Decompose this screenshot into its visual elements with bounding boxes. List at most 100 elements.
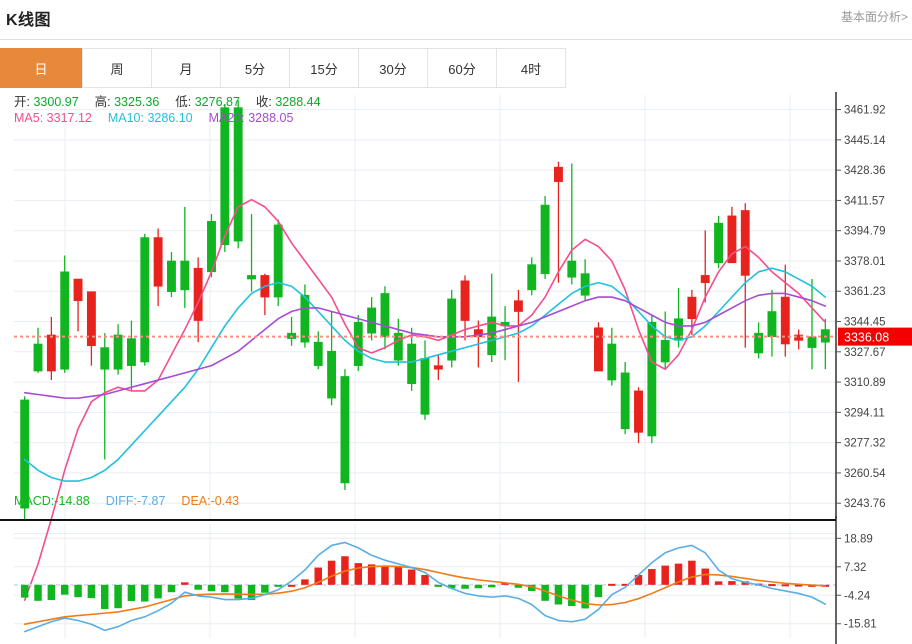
macd-bar — [20, 584, 29, 598]
price-axis-tick-label: 3411.57 — [844, 195, 885, 207]
price-axis-tick-label: 3260.54 — [844, 468, 886, 480]
macd-bar — [514, 584, 523, 588]
macd-bar — [674, 563, 683, 585]
macd-bar — [487, 584, 496, 588]
tab-4[interactable]: 5分 — [220, 48, 290, 88]
candle — [700, 275, 710, 283]
macd-bar — [367, 564, 376, 585]
macd-bar — [314, 567, 322, 585]
tab-6[interactable]: 30分 — [358, 48, 428, 88]
tab-2[interactable]: 周 — [82, 48, 152, 88]
tab-7[interactable]: 60分 — [427, 48, 497, 88]
kline-chart[interactable]: 3461.92 3445.14 3428.36 3411.57 3394.79 3378.… — [0, 92, 912, 644]
macd-bar — [234, 584, 242, 599]
macd-bar — [474, 584, 483, 589]
tab-label: 5分 — [244, 61, 266, 77]
tab-label: 60分 — [448, 61, 476, 77]
macd-bar — [661, 565, 669, 585]
macd-bar — [181, 582, 189, 585]
chart-container[interactable]: 3461.92 3445.14 3428.36 3411.57 3394.79 3378.… — [0, 92, 912, 644]
candle — [367, 307, 377, 334]
candle — [594, 327, 603, 372]
tab-3[interactable]: 月 — [151, 48, 221, 88]
macd-bar — [714, 581, 723, 585]
candle — [554, 166, 563, 182]
macd-bar — [648, 569, 656, 585]
macd-bar — [381, 565, 389, 585]
macd-bar — [608, 583, 616, 586]
price-axis-tick-label: 3243.76 — [844, 498, 886, 510]
candle — [714, 222, 724, 264]
candle — [420, 358, 430, 415]
candle — [540, 204, 550, 274]
candle — [634, 390, 643, 433]
tab-5[interactable]: 15分 — [289, 48, 359, 88]
candle — [620, 372, 630, 430]
candle — [767, 311, 777, 338]
candle — [460, 280, 470, 321]
candle — [247, 275, 256, 280]
period-tab-bar: 日 周 月 5分 15分 30分 60分 4时 — [0, 48, 912, 88]
candle — [340, 376, 350, 484]
diff-label: DIFF: — [105, 494, 137, 508]
macd-bar — [47, 584, 56, 601]
macd-bar — [207, 584, 216, 592]
macd-bar — [101, 584, 109, 609]
macd-bar — [221, 584, 229, 593]
macd-bar — [528, 584, 536, 591]
price-axis-tick-label: 3428.36 — [844, 165, 886, 177]
macd-bar — [87, 584, 96, 599]
macd-bar — [301, 579, 309, 585]
candle — [167, 260, 176, 292]
diff-value: -7.87 — [136, 494, 166, 508]
candle — [660, 340, 670, 363]
macd-bar — [421, 574, 429, 585]
candle — [407, 343, 417, 384]
candle — [607, 343, 617, 381]
tab-1[interactable]: 日 — [0, 48, 83, 88]
macd-bar — [447, 584, 456, 589]
candle — [433, 365, 443, 370]
macd-bar — [434, 584, 443, 587]
macd-bar — [701, 568, 709, 585]
macd-bar — [407, 569, 416, 585]
candle — [46, 334, 56, 372]
macd-bar — [728, 581, 736, 585]
candle — [153, 237, 163, 287]
candle — [727, 215, 737, 264]
price-axis-tick-label: 3378.01 — [844, 256, 886, 268]
page-header: K线图 基本面分析> — [0, 0, 912, 40]
macd-bar — [354, 563, 363, 585]
candle — [20, 399, 30, 509]
tab-label: 15分 — [310, 61, 338, 77]
macd-bar — [501, 582, 509, 585]
macd-label: MACD: — [14, 494, 55, 508]
fundamental-analysis-link[interactable]: 基本面分析> — [840, 10, 908, 24]
macd-bar — [274, 584, 282, 587]
macd-bar — [768, 584, 776, 587]
macd-bar — [60, 584, 69, 595]
macd-bar — [554, 584, 563, 605]
macd-bar — [327, 560, 336, 585]
candle — [273, 224, 283, 298]
macd-axis-tick-label: -4.24 — [844, 590, 871, 602]
macd-axis-tick-label: 7.32 — [844, 562, 866, 574]
macd-bar — [568, 584, 576, 606]
price-axis-tick-label: 3327.67 — [844, 347, 886, 359]
macd-legend: MACD:-14.88 DIFF:-7.87 DEA:-0.43 — [14, 494, 239, 508]
macd-bar — [581, 584, 589, 609]
price-axis-tick-label: 3394.79 — [844, 226, 886, 238]
price-axis-tick-label: 3445.14 — [844, 135, 886, 147]
macd-bar — [114, 584, 122, 609]
macd-axis-tick-label: -15.81 — [844, 619, 877, 631]
macd-bar — [688, 560, 696, 585]
candle — [567, 260, 577, 278]
macd-bar — [541, 584, 549, 601]
price-axis-tick-label: 3344.45 — [844, 317, 886, 329]
macd-bar — [594, 584, 603, 598]
tab-8[interactable]: 4时 — [496, 48, 566, 88]
candle — [740, 210, 750, 276]
price-axis-tick-label: 3461.92 — [844, 105, 886, 117]
tab-label: 月 — [179, 61, 193, 77]
tab-label: 周 — [110, 61, 124, 77]
